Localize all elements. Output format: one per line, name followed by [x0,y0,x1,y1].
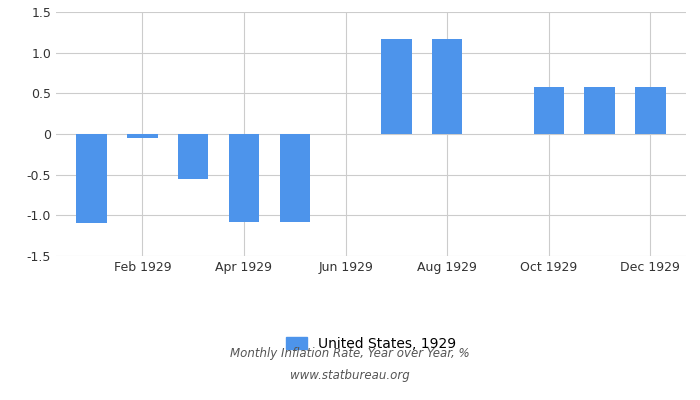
Bar [584,87,615,134]
Bar [382,39,412,134]
Bar [279,134,310,222]
Bar [76,134,107,223]
Bar [229,134,259,222]
Bar [178,134,209,179]
Text: www.statbureau.org: www.statbureau.org [290,370,410,382]
Bar [635,87,666,134]
Bar [432,39,463,134]
Text: Monthly Inflation Rate, Year over Year, %: Monthly Inflation Rate, Year over Year, … [230,348,470,360]
Legend: United States, 1929: United States, 1929 [281,331,461,356]
Bar [533,87,564,134]
Bar [127,134,158,138]
